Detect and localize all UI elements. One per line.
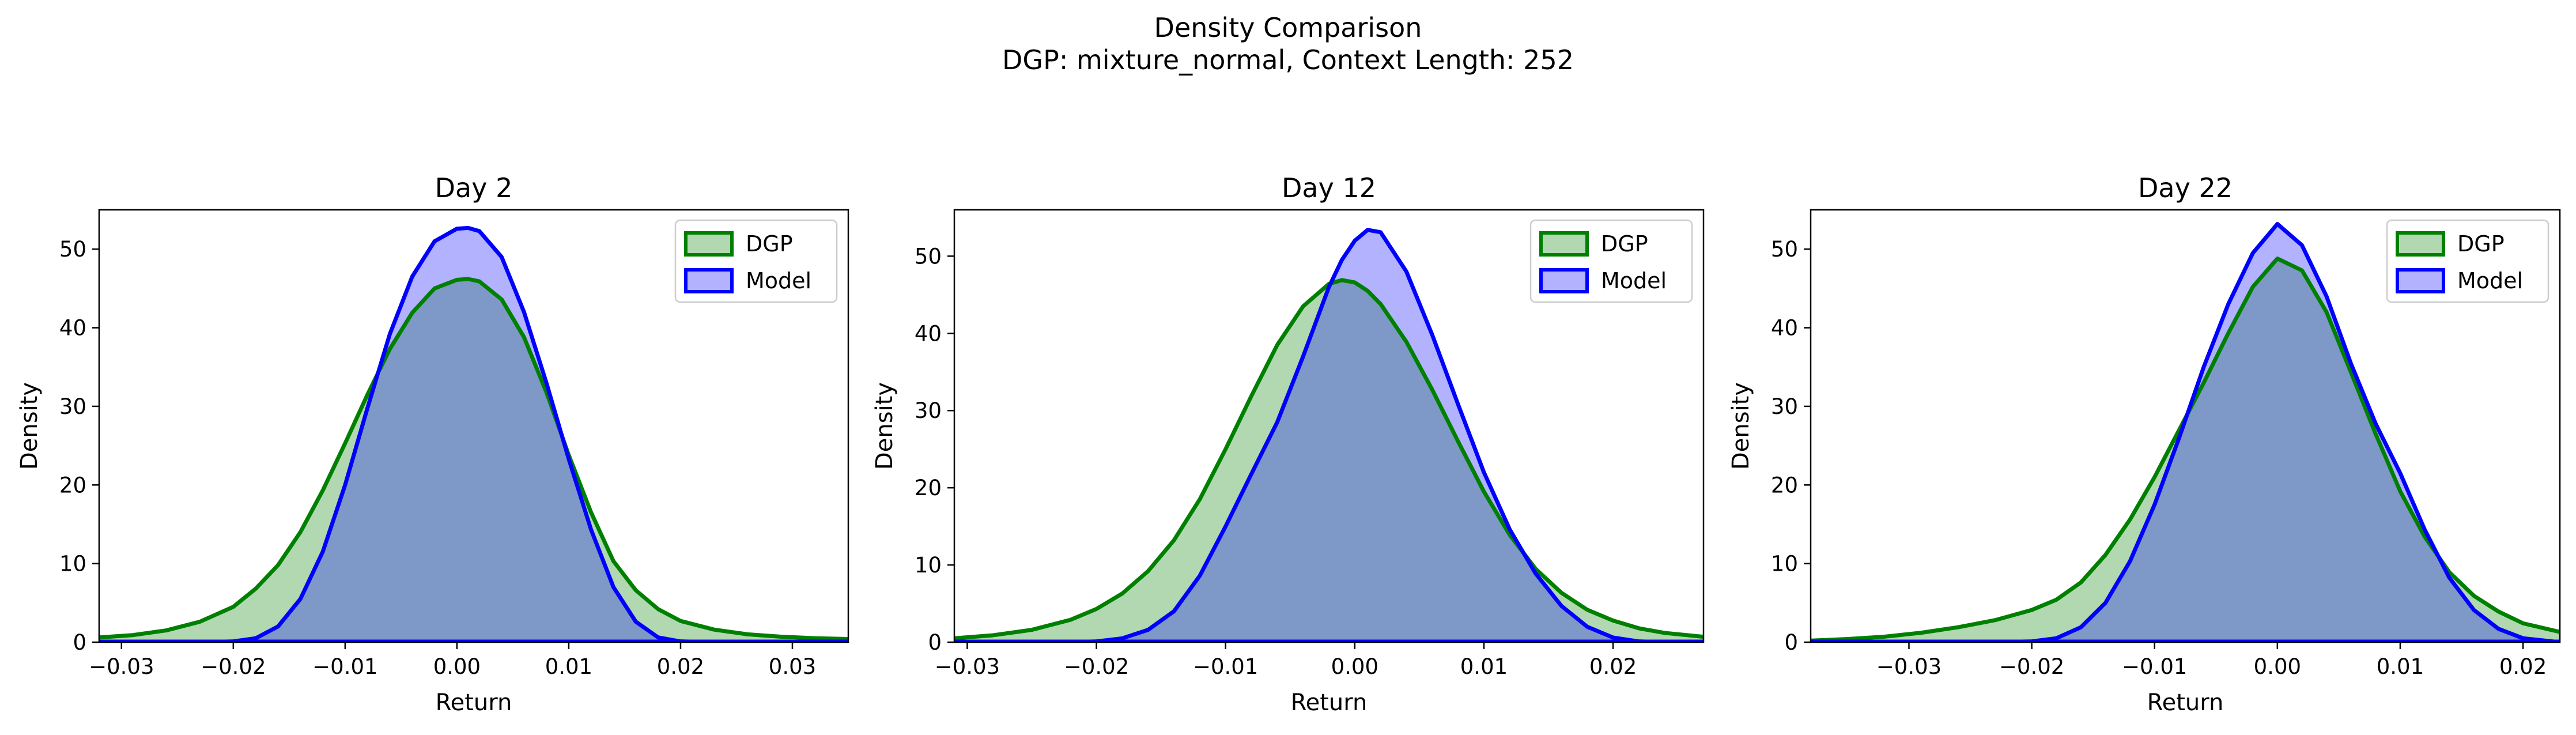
model-density-line <box>1811 222 2560 642</box>
dgp-density-line <box>954 278 1704 640</box>
legend-swatch <box>684 268 734 293</box>
y-tick-label: 20 <box>915 476 942 500</box>
subplot-day-panel: −0.03 −0.02 −0.01 0.00 0.01 0.02 0 10 20 30 40 50 Da… <box>871 172 1705 716</box>
subplot-title: Day 12 <box>1282 172 1376 203</box>
x-tick-label: −0.02 <box>201 654 266 679</box>
x-tick-label: 0.03 <box>769 654 816 679</box>
x-tick-label: 0.01 <box>545 654 592 679</box>
x-tick-label: 0.02 <box>2499 654 2547 679</box>
y-tick-label: 20 <box>59 473 86 497</box>
legend: DGP Model <box>1529 219 1693 303</box>
legend-label: DGP <box>2457 231 2505 257</box>
x-tick-label: −0.01 <box>1193 654 1258 679</box>
x-axis-label: Return <box>436 689 512 716</box>
y-tick-label: 50 <box>59 237 86 262</box>
y-tick-label: 30 <box>1771 394 1798 419</box>
axes-frame <box>953 209 1705 643</box>
y-tick-label: 0 <box>928 630 942 655</box>
legend-swatch <box>2396 231 2445 257</box>
y-tick-label: 30 <box>59 394 86 419</box>
y-tick-label: 50 <box>1771 237 1798 262</box>
legend-swatch <box>684 231 734 257</box>
y-tick-label: 10 <box>1771 552 1798 576</box>
y-tick-label: 0 <box>1784 630 1798 655</box>
model-density-line <box>954 228 1704 642</box>
y-tick-label: 40 <box>915 321 942 346</box>
density-overlap-area <box>954 280 1704 642</box>
legend-label: Model <box>2457 268 2523 293</box>
figure-title-line1: Density Comparison <box>1154 12 1422 43</box>
subplot-day-panel: −0.03 −0.02 −0.01 0.00 0.01 0.02 0.03 0 10 20 30 40… <box>16 172 849 716</box>
legend-swatch <box>1539 268 1589 293</box>
y-tick-label: 40 <box>1771 316 1798 341</box>
x-tick-label: −0.03 <box>89 654 154 679</box>
axes-frame <box>98 209 849 643</box>
legend-swatch <box>2396 268 2445 293</box>
density-overlap-area <box>99 279 848 642</box>
x-tick-label: −0.03 <box>1876 654 1942 679</box>
legend-label: DGP <box>746 231 793 257</box>
subplot-panels: −0.03 −0.02 −0.01 0.00 0.01 0.02 0.03 0 10 20 30 40… <box>16 172 2561 716</box>
y-tick-label: 10 <box>59 552 86 576</box>
y-tick-label: 50 <box>915 244 942 269</box>
x-tick-label: 0.00 <box>2254 654 2301 679</box>
legend-swatch <box>1539 231 1589 257</box>
subplot-title: Day 2 <box>435 172 513 203</box>
x-axis-label: Return <box>1291 689 1368 716</box>
plot-area <box>954 228 1704 642</box>
y-tick-label: 40 <box>59 316 86 341</box>
plot-area <box>1811 222 2560 642</box>
x-axis-label: Return <box>2147 689 2224 716</box>
legend: DGP Model <box>674 219 838 303</box>
axes-frame <box>1810 209 2561 643</box>
x-tick-label: 0.01 <box>1460 654 1508 679</box>
y-tick-label: 20 <box>1771 473 1798 497</box>
y-tick-label: 30 <box>915 398 942 423</box>
y-tick-label: 10 <box>915 553 942 578</box>
x-tick-label: −0.01 <box>2122 654 2187 679</box>
x-tick-label: −0.02 <box>1064 654 1129 679</box>
y-axis-label: Density <box>16 382 43 470</box>
legend-label: Model <box>746 268 811 293</box>
y-axis-label: Density <box>1728 382 1754 470</box>
y-tick-label: 0 <box>73 630 86 655</box>
subplot-title: Day 22 <box>2138 172 2233 203</box>
x-tick-label: −0.02 <box>1999 654 2064 679</box>
x-tick-label: −0.01 <box>312 654 377 679</box>
x-tick-label: 0.00 <box>1331 654 1378 679</box>
x-tick-label: 0.00 <box>433 654 481 679</box>
x-tick-label: 0.02 <box>657 654 704 679</box>
legend-label: DGP <box>1601 231 1648 257</box>
legend: DGP Model <box>2386 219 2549 303</box>
plot-area <box>99 225 848 642</box>
x-tick-label: 0.02 <box>1589 654 1637 679</box>
y-axis-label: Density <box>871 382 898 470</box>
x-tick-label: 0.01 <box>2377 654 2424 679</box>
legend-label: Model <box>1601 268 1667 293</box>
subplot-day-panel: −0.03 −0.02 −0.01 0.00 0.01 0.02 0 10 20 30 40 50 Da… <box>1728 172 2561 716</box>
dgp-density-line <box>99 277 848 642</box>
x-tick-label: −0.03 <box>935 654 1000 679</box>
figure-title-line2: DGP: mixture_normal, Context Length: 252 <box>1002 44 1574 76</box>
density-overlap-area <box>1811 258 2560 642</box>
